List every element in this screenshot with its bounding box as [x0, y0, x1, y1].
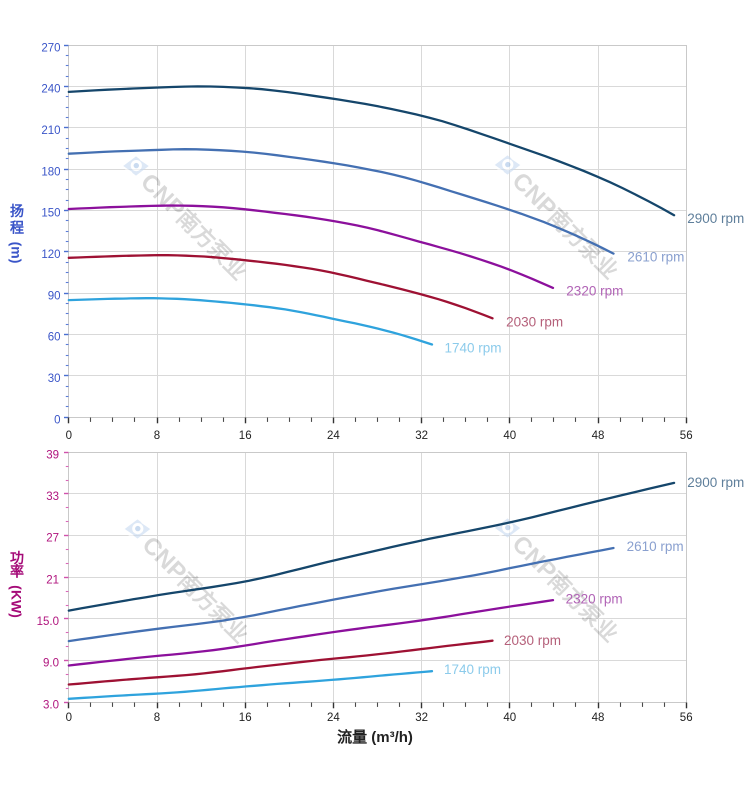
- svg-text:56: 56: [680, 430, 693, 442]
- svg-text:90: 90: [48, 290, 61, 302]
- svg-text:48: 48: [592, 430, 605, 442]
- svg-text:2610 rpm: 2610 rpm: [627, 250, 684, 265]
- svg-text:40: 40: [503, 430, 516, 442]
- svg-text:2320 rpm: 2320 rpm: [566, 284, 623, 299]
- svg-text:24: 24: [327, 430, 340, 442]
- svg-text:(KW): (KW): [9, 585, 25, 618]
- svg-text:2030 rpm: 2030 rpm: [506, 315, 563, 330]
- svg-text:40: 40: [503, 712, 516, 724]
- svg-text:16: 16: [239, 430, 252, 442]
- svg-text:率: 率: [10, 564, 24, 580]
- svg-text:流量 (m³/h): 流量 (m³/h): [337, 728, 413, 746]
- svg-text:15.0: 15.0: [37, 616, 59, 628]
- svg-text:32: 32: [415, 712, 428, 724]
- svg-text:240: 240: [41, 84, 60, 96]
- svg-text:150: 150: [41, 208, 60, 220]
- svg-text:180: 180: [41, 166, 60, 178]
- svg-text:1740 rpm: 1740 rpm: [445, 340, 502, 355]
- svg-text:8: 8: [154, 430, 160, 442]
- svg-text:2030 rpm: 2030 rpm: [504, 633, 561, 648]
- svg-text:8: 8: [154, 712, 160, 724]
- svg-text:48: 48: [592, 712, 605, 724]
- svg-text:2320 rpm: 2320 rpm: [566, 591, 623, 606]
- svg-text:程: 程: [10, 220, 24, 236]
- svg-text:2610 rpm: 2610 rpm: [627, 539, 684, 554]
- svg-text:0: 0: [66, 430, 72, 442]
- svg-text:60: 60: [48, 332, 61, 344]
- svg-text:210: 210: [41, 125, 60, 137]
- svg-text:21: 21: [46, 574, 59, 586]
- svg-text:56: 56: [680, 712, 693, 724]
- svg-text:9.0: 9.0: [43, 658, 59, 670]
- svg-text:3.0: 3.0: [43, 699, 59, 711]
- svg-text:39: 39: [46, 449, 59, 461]
- svg-text:27: 27: [46, 533, 59, 545]
- svg-text:16: 16: [239, 712, 252, 724]
- svg-text:扬: 扬: [10, 203, 24, 219]
- svg-text:0: 0: [66, 712, 72, 724]
- svg-text:1740 rpm: 1740 rpm: [444, 662, 501, 677]
- svg-text:270: 270: [41, 42, 60, 54]
- svg-text:24: 24: [327, 712, 340, 724]
- svg-text:2900 rpm: 2900 rpm: [687, 475, 744, 490]
- svg-text:功: 功: [10, 550, 24, 566]
- svg-text:120: 120: [41, 249, 60, 261]
- svg-text:2900 rpm: 2900 rpm: [687, 211, 744, 226]
- svg-text:30: 30: [48, 373, 61, 385]
- svg-text:32: 32: [415, 430, 428, 442]
- svg-text:33: 33: [46, 491, 59, 503]
- svg-text:0: 0: [54, 414, 60, 426]
- svg-text:(m): (m): [9, 242, 25, 264]
